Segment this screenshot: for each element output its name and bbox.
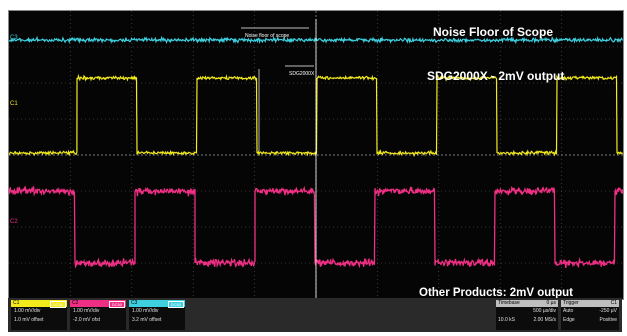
noise-floor-marker: Noise floor of scope — [245, 33, 290, 39]
channel-3-offset: 3.2 mV offset — [132, 317, 162, 323]
channel-1-coupling: DC50 — [49, 301, 66, 308]
channel-3-name: C3 — [131, 300, 138, 306]
channel-2-marker: C2 — [10, 219, 18, 225]
channel-1-descriptor[interactable]: C1 DC50 1.00 mV/div 1.0 mV offset — [11, 300, 67, 330]
trigger-label: Trigger — [563, 300, 579, 306]
channel-2-name: C2 — [72, 300, 79, 306]
channel-2-offset: -2.0 mV ofst — [73, 317, 100, 323]
timebase-div: 500 µs/div — [533, 308, 556, 314]
channel-3-marker: C3 — [10, 35, 18, 41]
status-bar: C1 DC50 1.00 mV/div 1.0 mV offset C2 DC5… — [8, 298, 622, 332]
noise-floor-label: Noise Floor of Scope — [433, 25, 554, 39]
trigger-descriptor[interactable]: Trigger C1 Auto -250 µV Edge Positive — [561, 300, 619, 330]
channel-1-vdiv: 1.00 mV/div — [14, 308, 41, 314]
trigger-type: Edge — [563, 317, 575, 323]
channel-3-vdiv: 1.00 mV/div — [132, 308, 159, 314]
channel-2-vdiv: 1.00 mV/div — [73, 308, 100, 314]
channel-1-name: C1 — [13, 300, 20, 306]
channel-2-descriptor[interactable]: C2 DC50 1.00 mV/div -2.0 mV ofst — [70, 300, 126, 330]
channel-3-coupling: DC50 — [167, 301, 184, 308]
trigger-source: C1 — [610, 300, 617, 306]
trigger-slope: Positive — [599, 317, 617, 323]
timebase-delay: 0 µs — [546, 300, 556, 306]
trigger-mode: Auto — [563, 308, 574, 314]
channel-1-trace — [9, 73, 623, 158]
scope-display: Noise Floor of Scope SDG2000X - 2mV outp… — [8, 10, 624, 300]
channel-1-offset: 1.0 mV offset — [14, 317, 44, 323]
channel-3-descriptor[interactable]: C3 DC50 1.00 mV/div 3.2 mV offset — [129, 300, 185, 330]
sdg-output-label: SDG2000X - 2mV output — [427, 69, 565, 83]
timebase-label: Timebase — [498, 300, 520, 306]
waveform-plot — [9, 11, 623, 299]
channel-1-marker: C1 — [10, 101, 18, 107]
timebase-rate: 2.00 MS/s — [533, 317, 556, 323]
sdg-marker: SDG2000X — [289, 71, 315, 77]
waveform-traces — [9, 19, 623, 299]
channel-2-coupling: DC50 — [108, 301, 125, 308]
channel-2-trace — [9, 185, 623, 269]
timebase-descriptor[interactable]: Timebase 0 µs 500 µs/div 10.0 kS 2.00 MS… — [496, 300, 558, 330]
trigger-level: -250 µV — [599, 308, 617, 314]
timebase-samples: 10.0 kS — [498, 317, 515, 323]
other-products-label: Other Products: 2mV output — [419, 287, 573, 299]
